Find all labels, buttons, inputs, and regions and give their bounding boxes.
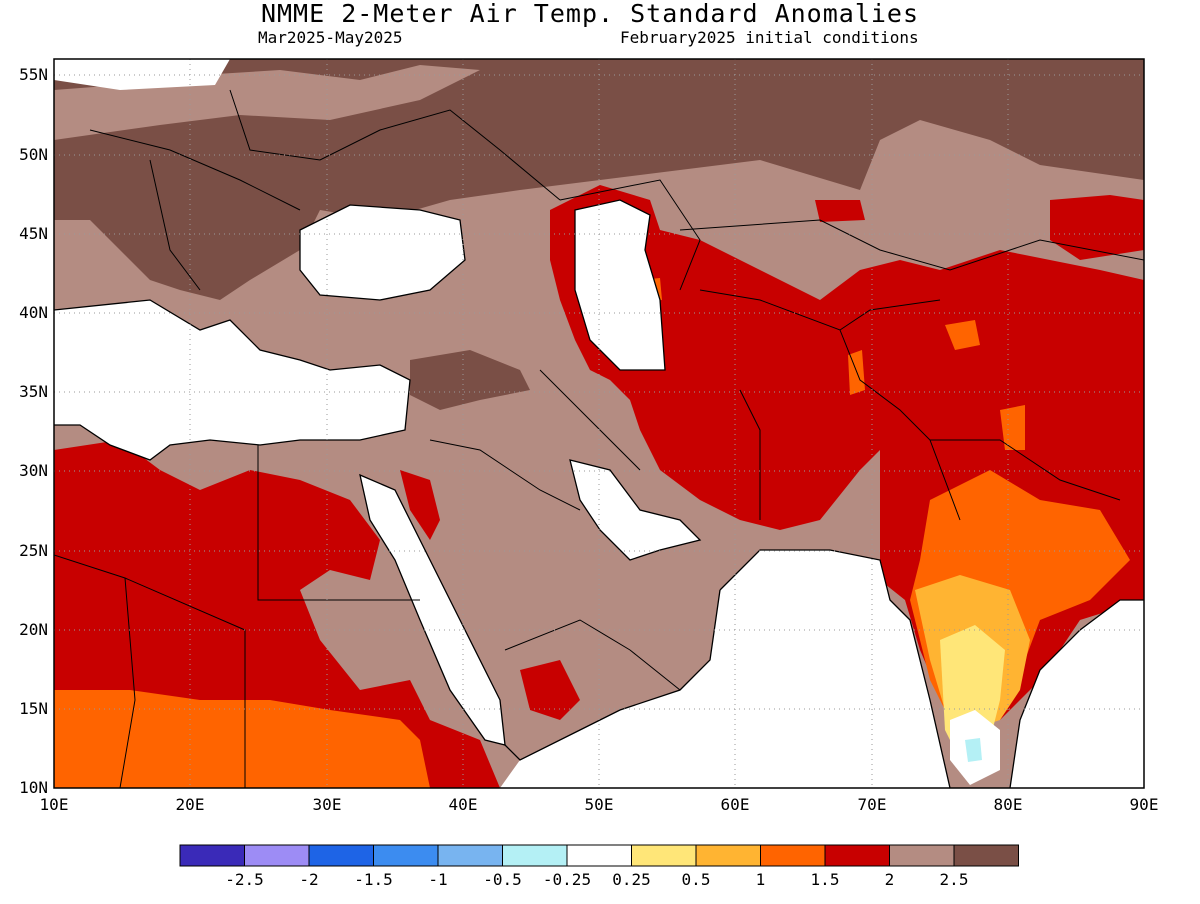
- lon-tick-label: 70E: [858, 795, 887, 814]
- border-line: [149, 159, 201, 291]
- border-line: [89, 129, 301, 211]
- colorbar: -2.5 -2 -1.5 -1 -0.5 -0.25 0.25 0.5 1 1.5 2 2.5: [179, 844, 1019, 889]
- lat-tick-label: 35N: [19, 382, 48, 401]
- colorbar-swatch: [373, 844, 439, 867]
- forecast-period: Mar2025-May2025: [258, 28, 403, 47]
- anomaly-orange-small: [945, 320, 980, 350]
- lon-tick-label: 90E: [1130, 795, 1159, 814]
- coast-india-east: [1009, 599, 1144, 788]
- lon-tick-label: 10E: [40, 795, 69, 814]
- initial-conditions: February2025 initial conditions: [620, 28, 919, 47]
- lat-tick-label: 10N: [19, 778, 48, 797]
- coast-black-sea: [299, 204, 466, 301]
- colorbar-label: 2.5: [940, 870, 969, 889]
- border-line: [739, 389, 761, 520]
- colorbar-label: -0.25: [543, 870, 591, 889]
- map-title: NMME 2-Meter Air Temp. Standard Anomalie…: [260, 0, 920, 28]
- coast-arabia-south: [504, 589, 721, 761]
- lat-tick-label: 40N: [19, 303, 48, 322]
- anomaly-red-northeast: [1050, 195, 1144, 260]
- colorbar-swatch: [308, 844, 374, 867]
- border-line: [679, 219, 1144, 271]
- colorbar-swatch: [566, 844, 632, 867]
- anomaly-red-arabia-west: [400, 470, 440, 540]
- water-black-sea: [300, 205, 465, 300]
- colorbar-label: -0.5: [483, 870, 522, 889]
- anomaly-orange-africa: [54, 690, 430, 788]
- coast-persian-gulf: [569, 459, 702, 561]
- water-persian-gulf: [570, 460, 700, 560]
- anomaly-red-small: [815, 200, 865, 222]
- water-red-sea: [360, 475, 505, 745]
- colorbar-label: -1: [428, 870, 447, 889]
- anomaly-dark-patch: [410, 350, 530, 410]
- border-line: [930, 439, 1121, 501]
- lat-tick-label: 25N: [19, 541, 48, 560]
- lon-tick-label: 30E: [313, 795, 342, 814]
- colorbar-label: 2: [885, 870, 895, 889]
- water-mediterranean: [54, 300, 410, 460]
- lon-tick-label: 40E: [449, 795, 478, 814]
- water-bay-of-bengal: [1010, 600, 1144, 788]
- colorbar-label: 1: [756, 870, 766, 889]
- coast-iran-pakistan: [719, 549, 951, 788]
- anomaly-cyan-south-india: [965, 738, 982, 762]
- water-caspian: [575, 200, 665, 370]
- colorbar-swatch: [824, 844, 890, 867]
- lat-tick-label: 15N: [19, 699, 48, 718]
- lon-tick-label: 20E: [176, 795, 205, 814]
- lat-tick-label: 30N: [19, 461, 48, 480]
- lat-tick-label: 55N: [19, 65, 48, 84]
- lon-tick-label: 50E: [585, 795, 614, 814]
- colorbar-label: 0.25: [612, 870, 651, 889]
- water-arabian-sea: [500, 550, 950, 788]
- colorbar-swatch: [889, 844, 955, 867]
- colorbar-label: -2.5: [225, 870, 264, 889]
- anomaly-field: [54, 59, 1144, 788]
- border-line: [539, 369, 641, 471]
- anomaly-red-central-asia: [550, 185, 1144, 530]
- coast-caspian: [574, 199, 666, 371]
- colorbar-swatch: [760, 844, 826, 867]
- coastlines: [54, 199, 1144, 788]
- grid-lines: [54, 59, 1144, 788]
- lon-axis: 10E 20E 30E 40E 50E 60E 70E 80E 90E: [40, 795, 1159, 814]
- lat-tick-label: 20N: [19, 620, 48, 639]
- colorbar-label: 0.5: [682, 870, 711, 889]
- colorbar-label: -2: [299, 870, 318, 889]
- map-frame: [53, 58, 1145, 789]
- colorbar-swatch: [631, 844, 697, 867]
- border-line: [257, 445, 420, 601]
- colorbar-swatch: [244, 844, 310, 867]
- lat-tick-label: 45N: [19, 224, 48, 243]
- border-line: [229, 89, 561, 201]
- colorbar-swatch: [179, 844, 245, 867]
- colorbar-label: 1.5: [811, 870, 840, 889]
- border-line: [559, 179, 701, 291]
- lon-tick-label: 80E: [994, 795, 1023, 814]
- coast-mediterranean: [54, 299, 411, 461]
- lat-tick-label: 50N: [19, 145, 48, 164]
- anomaly-orange-small: [1000, 405, 1025, 450]
- lon-tick-label: 60E: [721, 795, 750, 814]
- colorbar-swatch: [502, 844, 568, 867]
- colorbar-swatch: [437, 844, 503, 867]
- border-line: [839, 329, 961, 521]
- anomaly-red-yemen: [520, 660, 580, 720]
- border-line: [119, 577, 136, 788]
- border-line: [504, 619, 681, 691]
- colorbar-swatch: [695, 844, 761, 867]
- colorbar-swatch: [953, 844, 1019, 867]
- border-line: [429, 439, 581, 511]
- lat-axis: 55N 50N 45N 40N 35N 30N 25N 20N 15N 10N: [19, 65, 48, 797]
- coast-red-sea: [359, 473, 506, 746]
- colorbar-label: -1.5: [354, 870, 393, 889]
- water-north-white: [54, 59, 230, 90]
